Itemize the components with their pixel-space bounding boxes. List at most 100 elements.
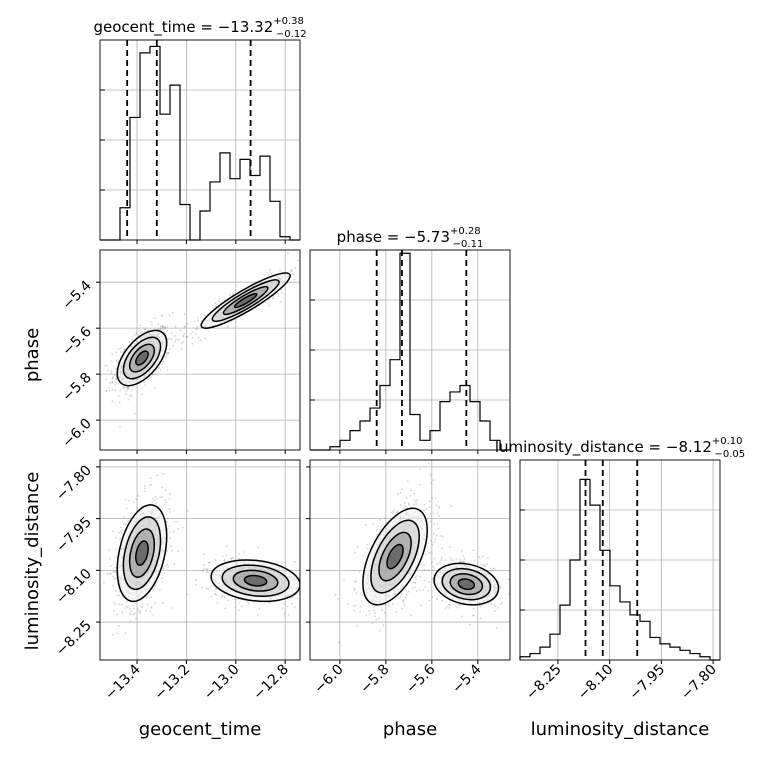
scatter-point (415, 501, 417, 504)
scatter-point (111, 376, 114, 379)
scatter-point (117, 395, 120, 397)
scatter-point (460, 550, 463, 552)
scatter-point (407, 502, 410, 505)
scatter-point (168, 498, 171, 501)
scatter-point (435, 504, 438, 507)
scatter-point (414, 582, 417, 584)
scatter-point (123, 523, 125, 526)
scatter-point (423, 503, 426, 506)
scatter-point (404, 596, 407, 599)
density-fill (135, 351, 149, 365)
scatter-point (151, 373, 154, 376)
scatter-point (437, 506, 440, 508)
scatter-point (411, 587, 414, 590)
scatter-point (191, 336, 194, 339)
scatter-point (492, 568, 495, 570)
scatter-point (263, 273, 266, 276)
scatter-point (161, 602, 164, 604)
scatter-point (173, 530, 175, 533)
scatter-point (436, 512, 439, 515)
scatter-point (359, 605, 362, 608)
scatter-point (238, 552, 241, 555)
scatter-point (413, 492, 415, 495)
scatter-point (291, 270, 293, 273)
scatter-point (124, 498, 127, 501)
contour-line (243, 574, 268, 587)
scatter-point (119, 526, 122, 529)
scatter-point (106, 365, 108, 368)
scatter-point (430, 482, 433, 484)
scatter-point (170, 545, 173, 547)
scatter-point (449, 556, 452, 559)
scatter-point (166, 563, 169, 566)
scatter-point (131, 338, 134, 341)
scatter-point (223, 559, 226, 562)
scatter-point (429, 520, 432, 523)
scatter-point (423, 509, 426, 512)
scatter-point (353, 589, 356, 591)
scatter-point (374, 615, 376, 618)
title-luminosity-distance: luminosity_distance = −8.12+0.10 −0.05 (495, 436, 745, 460)
scatter-point (376, 533, 378, 536)
scatter-point (146, 378, 149, 381)
density-fill (135, 541, 149, 566)
scatter-point (358, 571, 361, 574)
scatter-point (111, 380, 114, 383)
scatter-point (126, 606, 129, 609)
scatter-point (125, 600, 128, 603)
scatter-point (105, 378, 108, 381)
scatter-point (432, 479, 435, 482)
scatter-point (400, 592, 403, 595)
scatter-point (136, 506, 138, 509)
scatter-point (378, 617, 380, 620)
scatter-point (444, 559, 447, 562)
scatter-point (186, 323, 189, 325)
scatter-point (277, 292, 280, 295)
scatter-point (207, 588, 210, 591)
scatter-point (412, 581, 415, 584)
scatter-point (186, 593, 188, 596)
panel-frame (99, 249, 301, 451)
scatter-point (458, 561, 461, 564)
scatter-point (186, 509, 189, 512)
scatter-point (234, 606, 237, 609)
scatter-point (230, 557, 233, 560)
scatter-point (189, 333, 192, 336)
scatter-point (111, 378, 114, 380)
scatter-point (146, 596, 149, 598)
scatter-point (486, 563, 489, 565)
scatter-point (177, 550, 179, 553)
scatter-point (419, 604, 422, 607)
scatter-point (162, 324, 165, 327)
scatter-point (112, 530, 114, 533)
scatter-point (106, 573, 109, 576)
scatter-point (119, 537, 122, 540)
scatter-point (203, 553, 205, 556)
scatter-point (159, 368, 162, 371)
scatter-point (112, 376, 115, 378)
scatter-point (111, 353, 114, 356)
scatter-point (127, 387, 130, 390)
scatter-point (282, 603, 285, 605)
scatter-point (186, 335, 189, 338)
scatter-point (403, 604, 406, 607)
scatter-point (225, 554, 228, 557)
scatter-point (164, 326, 166, 329)
scatter-point (439, 561, 441, 564)
scatter-point (291, 268, 293, 271)
scatter-point (137, 494, 139, 497)
scatter-point (455, 606, 458, 609)
scatter-point (195, 327, 198, 329)
scatter-point (195, 578, 197, 581)
scatter-point (413, 499, 416, 502)
scatter-point (125, 605, 128, 608)
scatter-point (116, 359, 118, 362)
scatter-point (433, 557, 436, 560)
scatter-point (144, 328, 147, 331)
panel-frame (99, 459, 301, 661)
scatter-point (124, 607, 126, 609)
scatter-point (149, 610, 152, 613)
scatter-point (204, 337, 207, 340)
scatter-point (410, 489, 413, 492)
scatter-point (361, 555, 364, 557)
